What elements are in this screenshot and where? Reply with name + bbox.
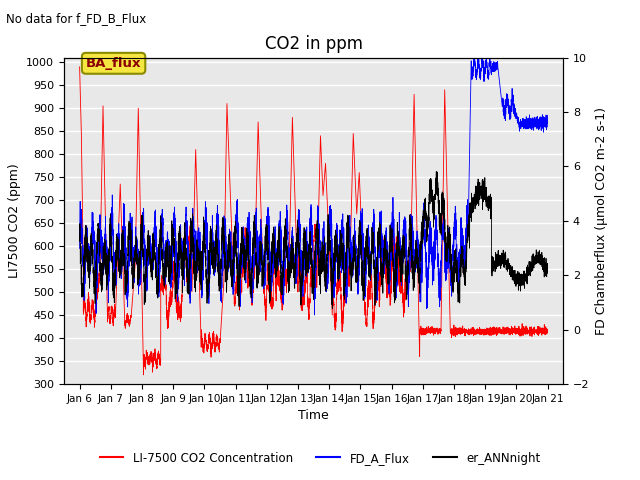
Y-axis label: FD Chamberflux (μmol CO2 m-2 s-1): FD Chamberflux (μmol CO2 m-2 s-1) <box>595 107 608 335</box>
Text: No data for f_FD_B_Flux: No data for f_FD_B_Flux <box>6 12 147 25</box>
Title: CO2 in ppm: CO2 in ppm <box>264 35 363 53</box>
Text: BA_flux: BA_flux <box>86 57 141 70</box>
Legend: LI-7500 CO2 Concentration, FD_A_Flux, er_ANNnight: LI-7500 CO2 Concentration, FD_A_Flux, er… <box>95 447 545 469</box>
X-axis label: Time: Time <box>298 409 329 422</box>
Y-axis label: LI7500 CO2 (ppm): LI7500 CO2 (ppm) <box>8 163 20 278</box>
